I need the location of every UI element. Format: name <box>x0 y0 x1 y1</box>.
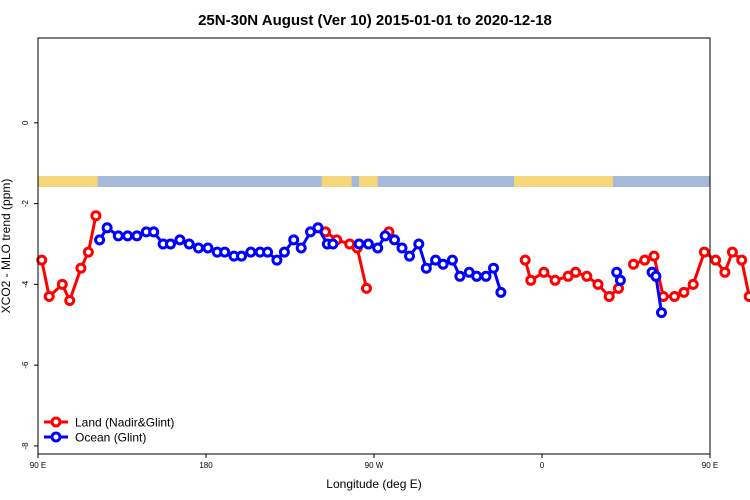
data-point-ocean <box>420 262 432 274</box>
data-point-ocean <box>495 286 507 298</box>
data-point-ocean <box>413 238 425 250</box>
data-point-ocean <box>148 226 160 238</box>
series-line-land-4 <box>632 250 750 298</box>
data-point-land <box>64 295 76 306</box>
y-tick-label: -4 <box>21 280 30 288</box>
data-point-ocean <box>404 250 415 262</box>
x-tick-label: 90 E <box>702 461 718 470</box>
data-point-land <box>82 246 94 258</box>
chart-title: 25N-30N August (Ver 10) 2015-01-01 to 20… <box>198 12 552 29</box>
data-point-ocean <box>271 254 283 266</box>
data-point-land <box>361 282 372 294</box>
data-point-land <box>570 266 582 278</box>
data-point-ocean <box>650 270 662 282</box>
legend-label-land: Land (Nadir&Glint) <box>75 416 174 430</box>
data-point-land <box>669 291 680 302</box>
data-point-ocean <box>372 242 384 254</box>
data-point-land <box>743 291 750 302</box>
data-point-ocean <box>488 262 499 274</box>
data-point-land <box>639 254 651 266</box>
data-point-land <box>648 250 660 262</box>
data-point-land <box>687 278 699 290</box>
x-tick-label: 180 <box>199 461 213 470</box>
data-point-land <box>581 270 593 282</box>
legend: Land (Nadir&Glint) Ocean (Glint) <box>44 416 174 445</box>
data-point-ocean <box>614 274 626 286</box>
strip-land-1 <box>321 176 352 187</box>
data-point-ocean <box>174 234 186 246</box>
strip-land-0 <box>38 176 98 187</box>
strip-land-3 <box>514 176 613 187</box>
data-point-ocean <box>437 258 449 270</box>
data-point-ocean <box>362 238 374 250</box>
data-point-ocean <box>219 246 231 258</box>
x-tick-label: 90 W <box>365 461 384 470</box>
legend-marker-land <box>50 416 62 428</box>
data-point-ocean <box>165 238 176 250</box>
data-point-ocean <box>396 242 408 254</box>
data-point-ocean <box>122 230 134 242</box>
data-point-land <box>710 254 722 266</box>
data-point-ocean <box>183 238 195 250</box>
data-point-ocean <box>295 242 307 254</box>
data-point-ocean <box>389 234 400 246</box>
data-point-land <box>36 254 48 266</box>
data-point-ocean <box>379 230 391 242</box>
data-point-ocean <box>193 242 204 254</box>
strip-land-2 <box>359 176 378 187</box>
data-point-land <box>678 286 690 298</box>
y-tick-label: -2 <box>21 199 30 207</box>
data-point-land <box>90 210 102 222</box>
data-point-land <box>726 246 738 258</box>
data-point-ocean <box>262 246 274 258</box>
data-point-ocean <box>101 222 113 234</box>
x-axis-label: Longitude (deg E) <box>326 477 421 491</box>
data-point-land <box>519 254 531 266</box>
data-point-ocean <box>131 230 143 242</box>
data-point-land <box>736 254 748 266</box>
legend-label-ocean: Ocean (Glint) <box>75 431 146 445</box>
land-ocean-strip <box>38 176 710 187</box>
data-point-ocean <box>353 238 365 250</box>
data-point-land <box>75 262 87 274</box>
y-axis-label: XCO2 - MLO trend (ppm) <box>0 179 13 314</box>
data-point-ocean <box>288 234 300 246</box>
data-point-ocean <box>471 270 483 282</box>
data-point-land <box>43 291 55 302</box>
x-tick-label: 0 <box>540 461 545 470</box>
legend-marker-ocean <box>50 431 62 443</box>
y-tick-label: -6 <box>21 361 30 369</box>
data-point-ocean <box>656 307 667 319</box>
data-point-land <box>603 291 615 302</box>
data-point-ocean <box>94 234 106 246</box>
data-point-ocean <box>245 246 257 258</box>
y-tick-label: -8 <box>21 442 30 450</box>
data-point-land <box>549 274 561 286</box>
data-point-land <box>592 278 604 290</box>
data-point-land <box>698 246 710 258</box>
series-line-land-0 <box>40 215 98 302</box>
series-lines <box>36 210 750 319</box>
data-point-ocean <box>112 230 124 242</box>
data-point-land <box>56 278 68 290</box>
data-point-land <box>538 266 550 278</box>
data-point-land <box>719 266 731 278</box>
data-point-ocean <box>327 238 339 250</box>
y-tick-label: 0 <box>21 120 30 125</box>
data-point-ocean <box>312 222 324 234</box>
data-point-land <box>628 258 639 270</box>
x-tick-label: 90 E <box>30 461 46 470</box>
data-point-land <box>525 274 537 286</box>
plot-frame <box>37 37 711 455</box>
data-point-ocean <box>454 270 466 282</box>
data-point-ocean <box>278 246 290 258</box>
axes: 90 E 180 90 W 0 90 E 0 -2 -4 -6 -8 <box>21 120 718 470</box>
data-point-ocean <box>446 254 458 266</box>
data-point-ocean <box>236 250 247 262</box>
data-point-ocean <box>480 270 492 282</box>
data-point-ocean <box>202 242 214 254</box>
